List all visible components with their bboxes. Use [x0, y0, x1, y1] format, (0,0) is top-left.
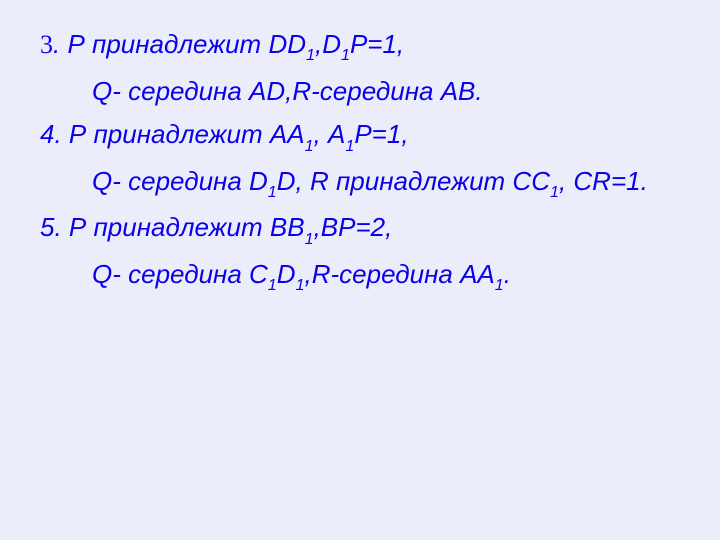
- text: Q- середина AD,R-середина АВ.: [92, 76, 483, 106]
- subscript: 1: [306, 46, 315, 64]
- subscript: 1: [296, 276, 305, 294]
- text: P=1,: [350, 29, 404, 59]
- text: ,D: [315, 29, 341, 59]
- slide: 3. Р принадлежит DD1,D1P=1, Q- середина …: [0, 0, 720, 540]
- text: Q- середина С: [92, 259, 268, 289]
- subscript: 1: [268, 276, 277, 294]
- item-3-line-2: Q- середина AD,R-середина АВ.: [40, 73, 680, 111]
- text: , CR=1.: [559, 166, 648, 196]
- text: Р=1,: [354, 119, 408, 149]
- text: D, R принадлежит СС: [277, 166, 550, 196]
- text: ,ВР=2,: [314, 212, 393, 242]
- subscript: 1: [305, 230, 314, 248]
- text: , А: [314, 119, 346, 149]
- subscript: 1: [550, 183, 559, 201]
- subscript: 1: [305, 137, 314, 155]
- text: D: [277, 259, 296, 289]
- item-4-line-1: 4. Р принадлежит АА1, А1Р=1,: [40, 116, 680, 157]
- text: 5. Р принадлежит ВВ: [40, 212, 305, 242]
- subscript: 1: [495, 276, 504, 294]
- item-5-line-1: 5. Р принадлежит ВВ1,ВР=2,: [40, 209, 680, 250]
- text: .: [504, 259, 511, 289]
- item-3-line-1: 3. Р принадлежит DD1,D1P=1,: [40, 26, 680, 67]
- item-4-line-2: Q- середина D1D, R принадлежит СС1, CR=1…: [40, 163, 680, 204]
- subscript: 1: [268, 183, 277, 201]
- subscript: 1: [345, 137, 354, 155]
- text: 4. Р принадлежит АА: [40, 119, 305, 149]
- item-5-line-2: Q- середина С1D1,R-середина АА1.: [40, 256, 680, 297]
- subscript: 1: [341, 46, 350, 64]
- text: ,R-середина АА: [305, 259, 495, 289]
- text: Q- середина D: [92, 166, 268, 196]
- item-number-3: 3: [40, 30, 53, 59]
- text: . Р принадлежит DD: [53, 29, 306, 59]
